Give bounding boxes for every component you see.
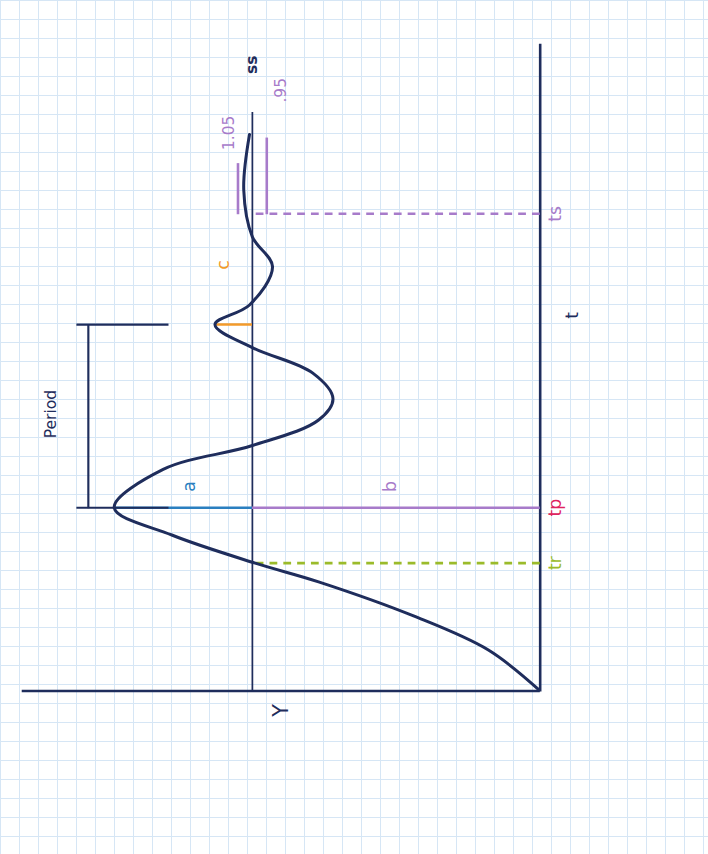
svg-text:c: c [213, 260, 233, 269]
svg-text:a: a [179, 481, 199, 492]
svg-text:.95: .95 [272, 78, 290, 103]
svg-text:Y: Y [269, 704, 293, 718]
svg-text:ss: ss [243, 55, 261, 74]
svg-text:tp: tp [545, 499, 565, 517]
svg-text:tr: tr [545, 555, 565, 570]
svg-text:1.05: 1.05 [220, 116, 238, 151]
svg-text:b: b [380, 481, 400, 492]
svg-text:t: t [562, 312, 582, 319]
svg-text:Period: Period [42, 390, 60, 438]
svg-text:ts: ts [545, 206, 565, 222]
